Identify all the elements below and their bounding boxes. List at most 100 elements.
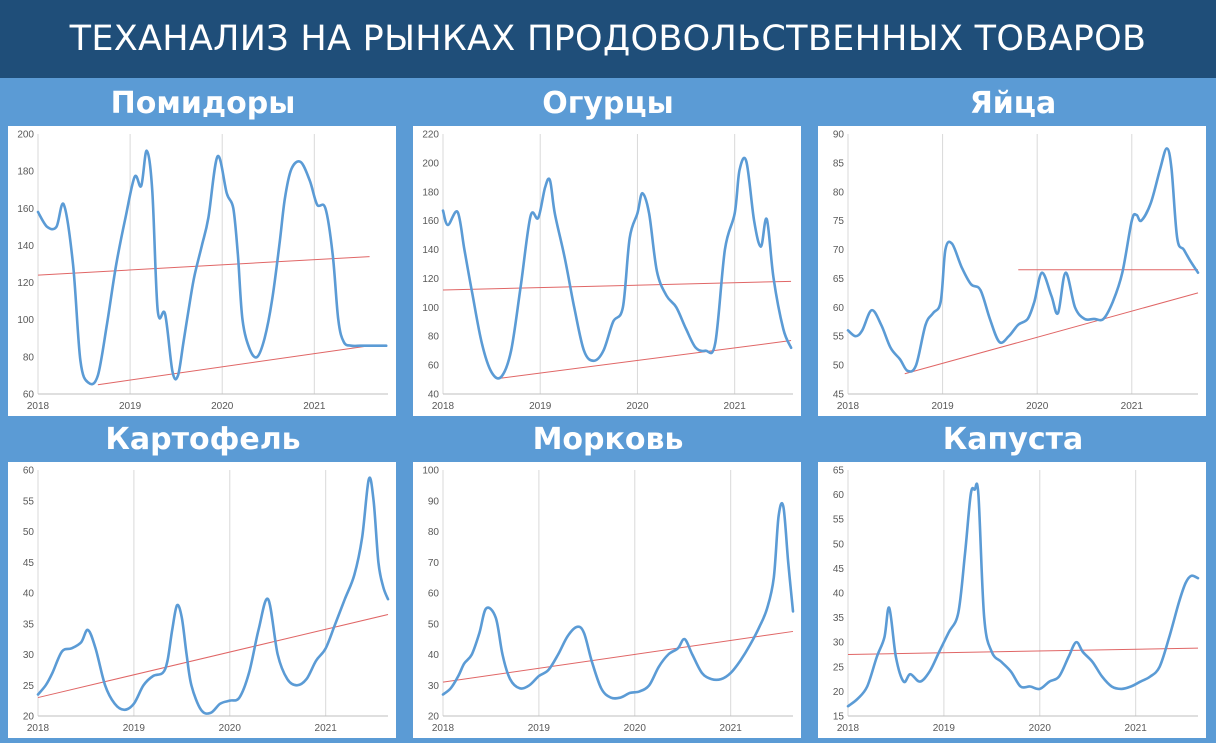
plot-area: 2018 2019 2020 2021 60 80 100 120 140 160 180 200: [8, 126, 396, 416]
y-tick-label: 160: [422, 216, 439, 227]
x-tick-label: 2020: [211, 401, 234, 412]
x-tick-label: 2021: [724, 401, 747, 412]
y-tick-label: 60: [428, 589, 440, 600]
page-banner: ТЕХАНАЛИЗ НА РЫНКАХ ПРОДОВОЛЬСТВЕННЫХ ТО…: [0, 0, 1216, 78]
y-tick-label: 140: [17, 241, 34, 252]
plot-area: 2018 2019 2020 2021 20 30 40 50 60 70 80 90 100: [413, 462, 801, 738]
y-tick-label: 50: [428, 619, 440, 630]
series-line: [441, 156, 793, 380]
y-tick-label: 140: [422, 245, 439, 256]
y-tick-label: 50: [833, 361, 845, 372]
chart-panel-tomatoes: Помидоры 2018 2019 2020 2021 60 80 100 120 140 16…: [6, 81, 400, 416]
x-tick-label: 2020: [624, 723, 647, 734]
y-tick-label: 65: [833, 466, 845, 477]
y-tick-label: 40: [23, 589, 35, 600]
y-tick-label: 25: [833, 662, 845, 673]
y-tick-label: 50: [23, 527, 35, 538]
y-tick-label: 60: [23, 390, 35, 401]
y-tick-label: 30: [23, 650, 35, 661]
y-tick-label: 100: [422, 466, 439, 477]
x-tick-label: 2021: [315, 723, 338, 734]
x-tick-label: 2021: [1121, 401, 1144, 412]
y-tick-label: 45: [23, 558, 35, 569]
y-tick-label: 55: [23, 496, 35, 507]
line-chart: 2018 2019 2020 2021 15 20 25 30 35 40 45 50 55 60 65: [833, 466, 1200, 734]
y-tick-label: 65: [833, 274, 845, 285]
y-tick-label: 180: [17, 167, 34, 178]
y-tick-label: 30: [833, 638, 845, 649]
y-tick-label: 35: [23, 619, 35, 630]
trend-line: [442, 280, 792, 291]
y-tick-label: 20: [23, 712, 35, 723]
y-tick-label: 120: [422, 274, 439, 285]
x-tick-label: 2018: [27, 723, 50, 734]
x-tick-label: 2018: [27, 401, 50, 412]
y-tick-label: 85: [833, 158, 845, 169]
x-tick-label: 2019: [933, 723, 956, 734]
chart-panel-carrots: Морковь 2018 2019 2020 2021 20 30 40 50 60 70 80 90…: [411, 417, 805, 739]
y-tick-label: 200: [422, 158, 439, 169]
y-tick-label: 35: [833, 613, 845, 624]
x-tick-label: 2018: [432, 723, 455, 734]
y-tick-label: 45: [833, 564, 845, 575]
y-tick-label: 30: [428, 681, 440, 692]
y-tick-label: 60: [833, 303, 845, 314]
x-tick-label: 2020: [1029, 723, 1052, 734]
x-tick-label: 2021: [303, 401, 326, 412]
line-chart: 2018 2019 2020 2021 20 25 30 35 40 45 50 55 60: [23, 466, 390, 734]
chart-title: Помидоры: [110, 85, 296, 121]
x-tick-label: 2018: [837, 723, 860, 734]
plot-area: 2018 2019 2020 2021 45 50 55 60 65 70 75 80 85 90: [818, 126, 1206, 416]
chart-panel-potatoes: Картофель 2018 2019 2020 2021 20 25 30 35 40 45 50…: [6, 417, 400, 739]
y-tick-label: 80: [428, 527, 440, 538]
x-tick-label: 2019: [931, 401, 954, 412]
y-tick-label: 75: [833, 216, 845, 227]
line-chart: 2018 2019 2020 2021 45 50 55 60 65 70 75 80 85 90: [833, 130, 1200, 412]
y-tick-label: 80: [428, 332, 440, 343]
x-tick-label: 2018: [837, 401, 860, 412]
plot-area: 2018 2019 2020 2021 20 25 30 35 40 45 50 55 60: [8, 462, 396, 738]
y-tick-label: 45: [833, 390, 845, 401]
y-tick-label: 55: [833, 332, 845, 343]
line-chart: 2018 2019 2020 2021 60 80 100 120 140 160 180 200: [17, 130, 388, 412]
x-tick-label: 2019: [528, 723, 551, 734]
y-tick-label: 40: [833, 589, 845, 600]
y-tick-label: 90: [428, 496, 440, 507]
trend-line: [904, 292, 1199, 375]
y-tick-label: 220: [422, 130, 439, 141]
y-tick-label: 60: [833, 490, 845, 501]
chart-title: Морковь: [532, 421, 684, 457]
series-line: [36, 476, 390, 715]
chart-panel-cucumbers: Огурцы 2018 2019 2020 2021 40 60 80 100 120 140 16…: [411, 81, 805, 416]
trend-line: [442, 630, 794, 683]
y-tick-label: 20: [833, 687, 845, 698]
series-line: [846, 482, 1200, 708]
y-tick-label: 40: [428, 650, 440, 661]
x-tick-label: 2020: [626, 401, 649, 412]
y-tick-label: 80: [833, 187, 845, 198]
plot-area: 2018 2019 2020 2021 40 60 80 100 120 140 160 180 200…: [413, 126, 801, 416]
chart-panel-cabbage: Капуста 2018 2019 2020 2021 15 20 25 30 35 40 45 50…: [816, 417, 1210, 739]
chart-panel-eggs: Яйца 2018 2019 2020 2021 45 50 55 60 65 70 75 80 85 9…: [816, 81, 1210, 416]
x-tick-label: 2019: [123, 723, 146, 734]
trend-line: [847, 647, 1199, 655]
plot-area: 2018 2019 2020 2021 15 20 25 30 35 40 45 50 55 60 65: [818, 462, 1206, 738]
y-tick-label: 55: [833, 515, 845, 526]
y-tick-label: 120: [17, 278, 34, 289]
line-chart: 2018 2019 2020 2021 40 60 80 100 120 140 160 180 200…: [422, 130, 793, 412]
page-title: ТЕХАНАЛИЗ НА РЫНКАХ ПРОДОВОЛЬСТВЕННЫХ ТО…: [69, 19, 1147, 59]
line-chart: 2018 2019 2020 2021 20 30 40 50 60 70 80 90 100: [422, 466, 795, 734]
chart-title: Капуста: [942, 421, 1084, 457]
y-tick-label: 160: [17, 204, 34, 215]
chart-title: Огурцы: [542, 85, 674, 121]
y-tick-label: 80: [23, 352, 35, 363]
y-tick-label: 100: [17, 315, 34, 326]
y-tick-label: 60: [428, 361, 440, 372]
y-tick-label: 70: [833, 245, 845, 256]
chart-title: Яйца: [969, 85, 1057, 121]
trend-line: [37, 256, 370, 276]
trend-line: [501, 340, 792, 379]
x-tick-label: 2020: [1026, 401, 1049, 412]
y-tick-label: 60: [23, 466, 35, 477]
trend-line: [97, 345, 370, 386]
